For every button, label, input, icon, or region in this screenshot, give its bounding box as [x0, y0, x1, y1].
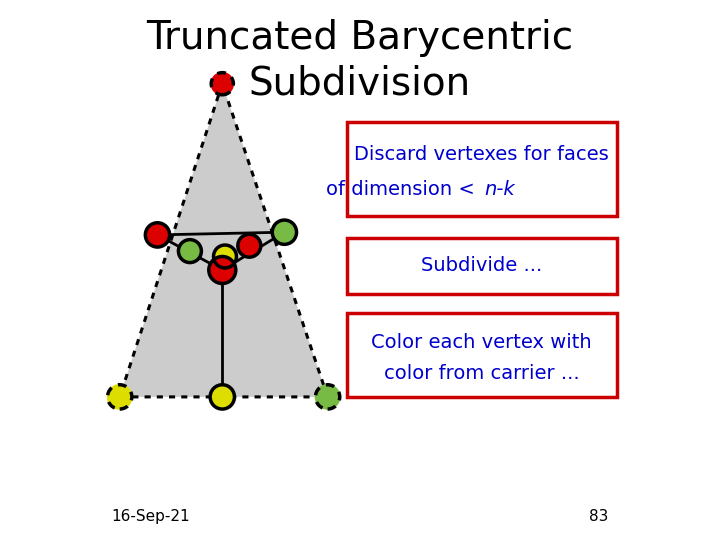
Circle shape	[272, 220, 297, 244]
Text: color from carrier ...: color from carrier ...	[384, 364, 580, 383]
Circle shape	[145, 223, 170, 247]
Text: Discard vertexes for faces: Discard vertexes for faces	[354, 145, 609, 164]
Circle shape	[179, 240, 202, 262]
Circle shape	[107, 384, 132, 409]
Text: Color each vertex with: Color each vertex with	[372, 333, 592, 352]
Circle shape	[315, 384, 340, 409]
Text: 83: 83	[589, 509, 608, 524]
Text: Truncated Barycentric: Truncated Barycentric	[146, 19, 574, 57]
Text: 16-Sep-21: 16-Sep-21	[112, 509, 190, 524]
Bar	[346, 238, 616, 294]
Text: Subdivision: Subdivision	[249, 65, 471, 103]
Polygon shape	[120, 84, 328, 397]
Circle shape	[211, 72, 233, 95]
Text: Subdivide ...: Subdivide ...	[421, 256, 542, 275]
Circle shape	[238, 234, 261, 257]
Text: n-k: n-k	[484, 180, 515, 199]
Text: of dimension <: of dimension <	[326, 180, 482, 199]
Circle shape	[210, 384, 235, 409]
Circle shape	[214, 245, 236, 268]
Circle shape	[209, 256, 236, 284]
Bar	[346, 122, 616, 216]
Bar	[346, 313, 616, 397]
